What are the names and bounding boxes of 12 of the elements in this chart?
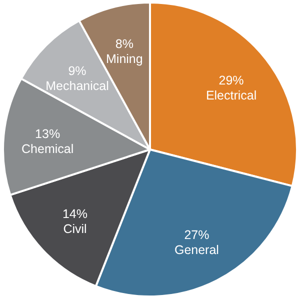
slice-label: Chemical	[22, 142, 74, 156]
data-label: 27%	[184, 228, 210, 242]
slice-label: Mechanical	[46, 78, 109, 93]
data-label: 9%	[68, 64, 86, 78]
data-label: 8%	[115, 36, 134, 51]
data-label: 14%	[62, 206, 88, 221]
data-label: 13%	[35, 126, 60, 141]
slice-label: General	[174, 243, 219, 258]
slice-label: Civil	[63, 222, 87, 236]
data-label: 29%	[218, 73, 244, 88]
slice-label: Mining	[106, 52, 143, 66]
slice-label: Electrical	[206, 88, 257, 102]
